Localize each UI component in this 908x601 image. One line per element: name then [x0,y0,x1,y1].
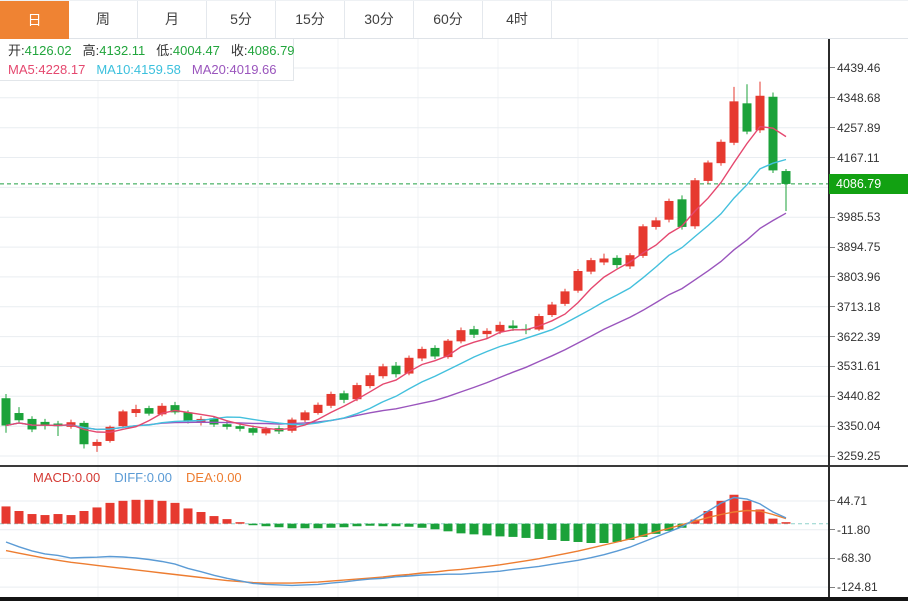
price-tick-label: 3622.39 [837,329,881,344]
pair-label: 开: [8,43,25,58]
macd-gridlines [0,467,828,597]
pair-label: MA20: [191,62,230,77]
ma-row: MA5:4228.17 MA10:4159.58 MA20:4019.66 [8,60,293,79]
value-pair: DIFF:0.00 [114,470,172,485]
pair-value: 0.00 [74,470,101,485]
pair-value: 4004.47 [172,43,220,58]
ohlc-row: 开:4126.02 高:4132.11 低:4004.47 收:4086.79 [8,41,295,60]
tab-60min[interactable]: 60分 [414,1,483,38]
pair-label: 低: [156,43,173,58]
axis-tick [829,395,835,397]
price-tick-label: 4257.89 [837,120,881,135]
panel-divider [0,465,908,467]
main-gridlines [0,39,828,466]
tab-month[interactable]: 月 [138,1,207,38]
ma5-line [5,125,787,434]
diff-line [5,496,787,587]
value-pair: 开:4126.02 [8,43,72,58]
price-tick-label: 3440.82 [837,389,881,404]
value-pair: MA20:4019.66 [192,62,277,77]
axis-tick [829,336,835,338]
tab-4hour[interactable]: 4时 [483,1,552,38]
tab-week[interactable]: 周 [69,1,138,38]
price-tick-label: 4348.68 [837,90,881,105]
axis-tick [829,127,835,129]
axis-tick [829,529,835,531]
tab-day[interactable]: 日 [0,1,69,39]
pair-label: 高: [82,43,100,58]
macd-chart[interactable] [0,467,828,597]
value-pair: DEA:0.00 [186,470,242,485]
axis-tick [829,67,835,69]
price-tick-label: 3350.04 [837,419,881,434]
pair-label: MA10: [96,62,134,77]
price-tick-label: 3259.25 [837,449,881,463]
macd-tick-label: 44.71 [837,493,868,508]
value-pair: MA10:4159.58 [96,62,181,77]
pair-label: MACD: [33,470,75,485]
macd-tick-label: -124.81 [837,580,878,595]
pair-value: 0.00 [216,470,242,485]
ma10-line [5,158,787,431]
value-pair: 收:4086.79 [231,43,295,58]
tab-30min[interactable]: 30分 [345,1,414,38]
price-tick-label: 3985.53 [837,210,881,225]
pair-value: 4019.66 [229,62,277,77]
timeframe-tabbar: 日周月 5分 15分 30分 60分 4时 [0,0,908,39]
pair-value: 4159.58 [133,62,181,77]
tab-15min[interactable]: 15分 [276,1,345,38]
axis-tick [829,557,835,559]
value-pair: MA5:4228.17 [8,62,85,77]
candlestick-chart[interactable] [0,39,828,466]
dea-line [5,509,787,584]
ohlc-info-box: 开:4126.02 高:4132.11 低:4004.47 收:4086.79 MA5… [0,39,295,81]
macd-tick-label: -68.30 [837,551,872,566]
price-tick-label: 3531.61 [837,359,881,374]
price-tick-label: 3713.18 [837,299,881,314]
value-pair: 高:4132.11 [83,43,146,58]
macd-indicator-labels: MACD:0.00 DIFF:0.00 DEA:0.00 [33,470,256,485]
axis-tick [829,157,835,159]
current-price-badge: 4086.79 [829,173,908,194]
axis-tick [829,276,835,278]
pair-label: DEA: [186,470,217,485]
value-pair: 低:4004.47 [156,43,220,58]
pair-value: 4086.79 [247,43,295,58]
y-axis-line [828,39,830,597]
axis-tick [829,455,835,457]
pair-value: 4228.17 [38,62,86,77]
axis-tick [829,500,835,502]
pair-value: 4132.11 [99,43,146,58]
axis-tick [829,586,835,588]
axis-tick [829,246,835,248]
candles-group [1,81,791,452]
pair-label: DIFF: [114,470,147,485]
price-tick-label: 4167.11 [837,150,880,165]
axis-tick [829,425,835,427]
macd-histogram-group [1,494,791,543]
pair-value: 4126.02 [24,43,72,58]
value-pair: MACD:0.00 [33,470,100,485]
pair-label: 收: [230,43,248,58]
price-tick-label: 3894.75 [837,240,881,255]
macd-tick-label: -11.80 [837,522,871,537]
axis-tick [829,216,835,218]
tab-5min[interactable]: 5分 [207,1,276,38]
pair-label: MA5: [8,62,39,77]
price-tick-label: 4439.46 [837,60,881,75]
axis-tick [829,97,835,99]
axis-tick [829,365,835,367]
axis-tick [829,306,835,308]
price-tick-label: 3803.96 [837,269,881,284]
bottom-scrollbar[interactable] [0,597,908,601]
pair-value: 0.00 [146,470,173,485]
